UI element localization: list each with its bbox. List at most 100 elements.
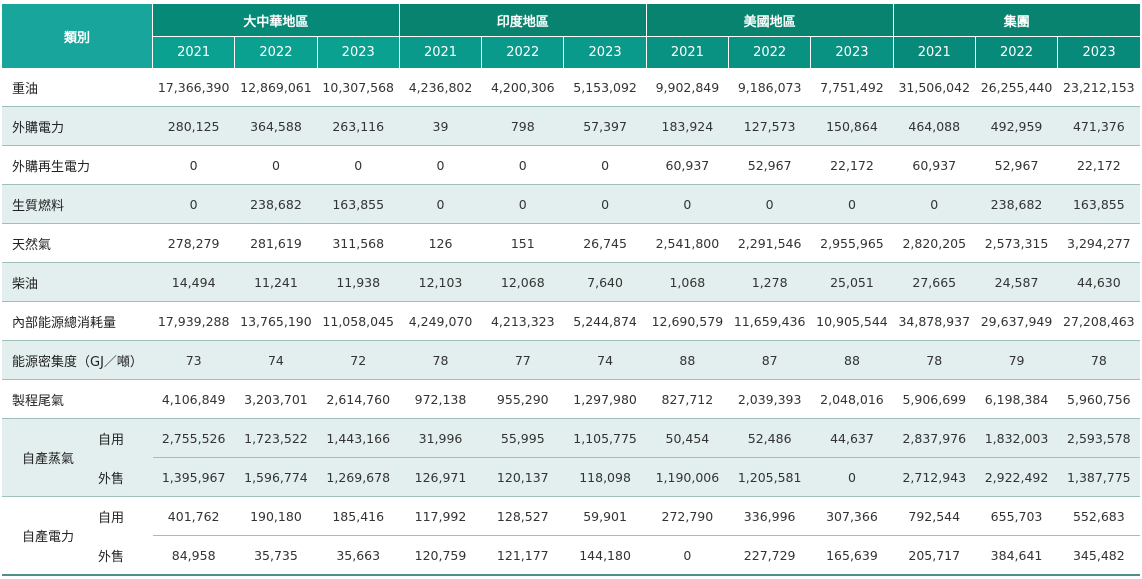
table-cell: 492,959 — [975, 106, 1058, 146]
table-cell: 4,236,802 — [399, 68, 482, 107]
table-cell: 238,682 — [234, 184, 318, 224]
table-cell: 955,290 — [481, 379, 564, 419]
table-cell: 4,213,323 — [481, 301, 564, 341]
table-cell: 238,682 — [975, 184, 1058, 224]
year-header: 2023 — [563, 36, 647, 68]
table-cell: 74 — [234, 340, 318, 380]
table-cell: 798 — [481, 106, 564, 146]
header-row-years: 2021 2022 2023 2021 2022 2023 2021 2022 … — [2, 36, 1140, 68]
table-cell: 2,291,546 — [728, 223, 811, 263]
table-cell: 9,902,849 — [646, 68, 729, 107]
table-cell: 345,482 — [1057, 535, 1140, 576]
sub-row-label: 自用 — [98, 510, 125, 526]
table-cell: 384,641 — [975, 535, 1058, 576]
table-cell: 12,869,061 — [234, 68, 318, 107]
table-cell: 0 — [399, 184, 482, 224]
sub-row-label: 自用 — [98, 432, 125, 448]
table-cell: 0 — [646, 184, 729, 224]
table-cell: 78 — [1057, 340, 1140, 380]
table-cell: 78 — [399, 340, 482, 380]
row-label: 能源密集度（GJ／噸） — [2, 340, 153, 380]
table-cell: 120,759 — [399, 535, 482, 576]
table-cell: 2,837,976 — [893, 418, 976, 458]
table-row: 外購再生電力 0 0 0 0 0 0 60,937 52,967 22,172 60,937 52,9… — [2, 145, 1140, 185]
header-row-regions: 類別 大中華地區 印度地區 美國地區 集團 — [2, 4, 1140, 68]
year-header: 2021 — [398, 36, 482, 68]
table-cell: 7,640 — [563, 262, 647, 302]
table-cell: 471,376 — [1057, 106, 1140, 146]
table-cell: 10,905,544 — [810, 301, 894, 341]
table-cell: 281,619 — [234, 223, 318, 263]
table-cell: 59,901 — [563, 496, 647, 536]
table-cell: 11,659,436 — [728, 301, 811, 341]
table-cell: 0 — [646, 535, 729, 576]
table-cell: 307,366 — [810, 496, 894, 536]
table-cell: 14,494 — [152, 262, 235, 302]
table-cell: 0 — [399, 145, 482, 185]
row-label: 天然氣 — [2, 223, 153, 263]
table-cell: 5,906,699 — [893, 379, 976, 419]
table-cell: 12,103 — [399, 262, 482, 302]
table-row: 生質燃料 0 238,682 163,855 0 0 0 0 0 0 0 238,682 163,855 — [2, 184, 1140, 224]
year-header: 2023 — [1057, 36, 1140, 68]
table-cell: 117,992 — [399, 496, 482, 536]
table-cell: 311,568 — [317, 223, 400, 263]
table-row: 外售 1,395,967 1,596,774 1,269,678 126,971 120,… — [2, 457, 1140, 497]
table-cell: 0 — [810, 184, 894, 224]
table-cell: 73 — [152, 340, 235, 380]
table-cell: 50,454 — [646, 418, 729, 458]
table-cell: 972,138 — [399, 379, 482, 419]
row-label: 內部能源總消耗量 — [2, 301, 153, 341]
table-cell: 17,366,390 — [152, 68, 235, 107]
table-cell: 34,878,937 — [893, 301, 976, 341]
row-label: 外購再生電力 — [2, 145, 153, 185]
table-cell: 52,967 — [728, 145, 811, 185]
table-cell: 12,690,579 — [646, 301, 729, 341]
table-cell: 1,068 — [646, 262, 729, 302]
region-header-india: 印度地區 — [398, 4, 647, 37]
table-cell: 1,205,581 — [728, 457, 811, 497]
table-row: 能源密集度（GJ／噸） 73 74 72 78 77 74 88 87 88 78 79 78 — [2, 340, 1140, 380]
table-cell: 120,137 — [481, 457, 564, 497]
table-cell: 78 — [893, 340, 976, 380]
table-cell: 1,387,775 — [1057, 457, 1140, 497]
year-header: 2023 — [316, 36, 400, 68]
table-cell: 35,663 — [317, 535, 400, 576]
row-label: 製程尾氣 — [2, 379, 153, 419]
table-row: 天然氣 278,279 281,619 311,568 126 151 26,745 2,54… — [2, 223, 1140, 263]
table-cell: 4,106,849 — [152, 379, 235, 419]
table-cell: 2,755,526 — [152, 418, 235, 458]
table-cell: 88 — [646, 340, 729, 380]
table-row: 外售 84,958 35,735 35,663 120,759 121,177 144,18… — [2, 535, 1140, 576]
table-cell: 128,527 — [481, 496, 564, 536]
table-cell: 0 — [893, 184, 976, 224]
table-cell: 39 — [399, 106, 482, 146]
table-cell: 26,745 — [563, 223, 647, 263]
group-label: 自產電力 — [21, 529, 74, 545]
table-cell: 121,177 — [481, 535, 564, 576]
table-cell: 2,593,578 — [1057, 418, 1140, 458]
table-cell: 44,637 — [810, 418, 894, 458]
table-cell: 27,665 — [893, 262, 976, 302]
table-cell: 52,967 — [975, 145, 1058, 185]
table-cell: 552,683 — [1057, 496, 1140, 536]
sub-row-label: 外售 — [98, 549, 125, 565]
category-header: 類別 — [2, 4, 154, 68]
row-label-cell: 外售 — [2, 535, 153, 576]
table-cell: 336,996 — [728, 496, 811, 536]
table-cell: 1,395,967 — [152, 457, 235, 497]
table-body: 重油 17,366,390 12,869,061 10,307,568 4,236,80… — [2, 68, 1140, 576]
region-header-usa: 美國地區 — [645, 4, 894, 37]
table-cell: 10,307,568 — [317, 68, 400, 107]
table-cell: 0 — [481, 184, 564, 224]
table-cell: 2,614,760 — [317, 379, 400, 419]
table-cell: 22,172 — [810, 145, 894, 185]
table-cell: 24,587 — [975, 262, 1058, 302]
table-cell: 52,486 — [728, 418, 811, 458]
table-cell: 263,116 — [317, 106, 400, 146]
row-label: 生質燃料 — [2, 184, 153, 224]
table-cell: 364,588 — [234, 106, 318, 146]
table-row: 自產電力 自用 401,762 190,180 185,416 117,992 128,52… — [2, 496, 1140, 545]
table-cell: 5,244,874 — [563, 301, 647, 341]
table-row: 自產蒸氣 自用 2,755,526 1,723,522 1,443,166 31,996 5… — [2, 418, 1140, 467]
